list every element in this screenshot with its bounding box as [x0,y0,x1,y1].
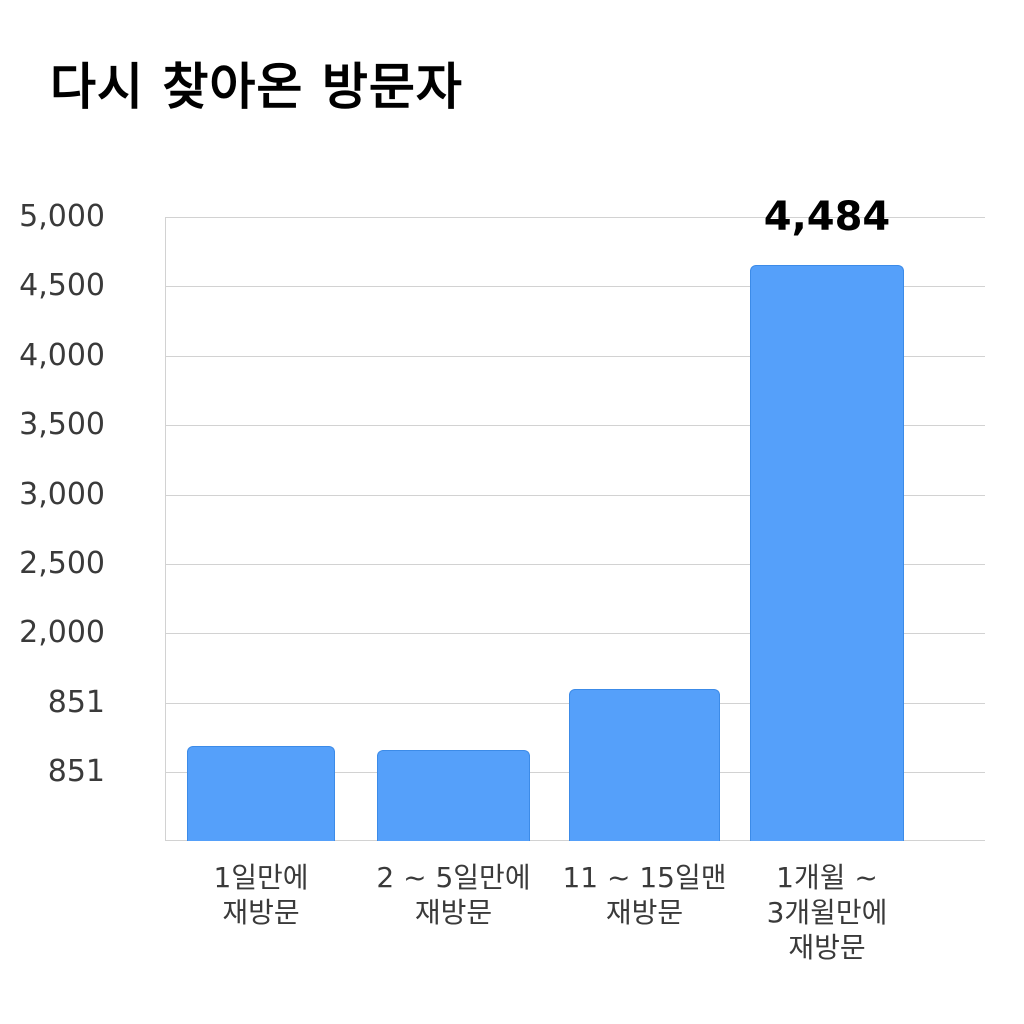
bar-value-label: 4,484 [763,194,891,240]
bar [187,746,335,841]
gridline [165,217,985,218]
y-tick-label: 2,000 [19,615,105,650]
gridline [165,425,985,426]
gridline [165,495,985,496]
chart-title: 다시 찾아온 방문자 [50,58,463,116]
gridline [165,286,985,287]
bar [750,265,904,841]
x-tick-label: 1일만에 재방문 [213,861,309,929]
y-tick-label: 2,500 [19,546,105,581]
x-tick-label: 1개윌 ~ 3개윌만에 재방문 [766,861,888,964]
y-tick-label: 851 [47,685,105,720]
y-tick-label: 4,000 [19,338,105,373]
gridline [165,564,985,565]
y-tick-label: 851 [47,754,105,789]
plot-area: 5,000 4,500 4,000 3,500 3,000 2,500 2,00… [19,197,985,841]
x-tick-label: 2 ~ 5일만에 재방문 [376,861,531,929]
y-tick-label: 3,000 [19,477,105,512]
y-tick-label: 3,500 [19,407,105,442]
y-axis-line [165,217,166,841]
x-tick-label: 11 ~ 15일맨 재방문 [562,861,727,929]
gridline [165,633,985,634]
bar [569,689,720,841]
y-tick-label: 4,500 [19,268,105,303]
gridline [165,356,985,357]
y-tick-label: 5,000 [19,199,105,234]
bar [377,750,530,841]
